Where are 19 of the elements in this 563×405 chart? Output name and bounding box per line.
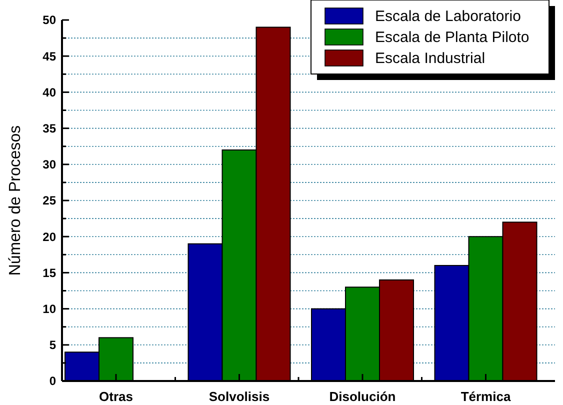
- legend-label: Escala Industrial: [375, 50, 486, 67]
- y-tick-label: 25: [42, 194, 56, 208]
- y-tick-label: 35: [42, 122, 56, 136]
- y-tick-label: 5: [49, 338, 56, 352]
- y-tick-label: 20: [42, 230, 56, 244]
- x-tick-label: Térmica: [460, 389, 512, 404]
- y-tick-label: 50: [42, 13, 56, 28]
- y-axis-title: Número de Procesos: [7, 125, 24, 276]
- x-tick-label: Otras: [99, 389, 133, 404]
- y-tick-label: 10: [42, 302, 56, 316]
- legend-label: Escala de Laboratorio: [375, 8, 521, 25]
- y-tick-label: 15: [42, 266, 56, 280]
- y-tick-label: 45: [42, 49, 56, 64]
- legend-label: Escala de Planta Piloto: [375, 29, 530, 46]
- x-tick-label: Solvolisis: [208, 389, 270, 404]
- x-tick-label: Disolución: [329, 389, 396, 404]
- y-tick-label: 0: [49, 374, 56, 388]
- y-tick-label: 40: [42, 85, 56, 100]
- y-tick-label: 30: [42, 158, 56, 172]
